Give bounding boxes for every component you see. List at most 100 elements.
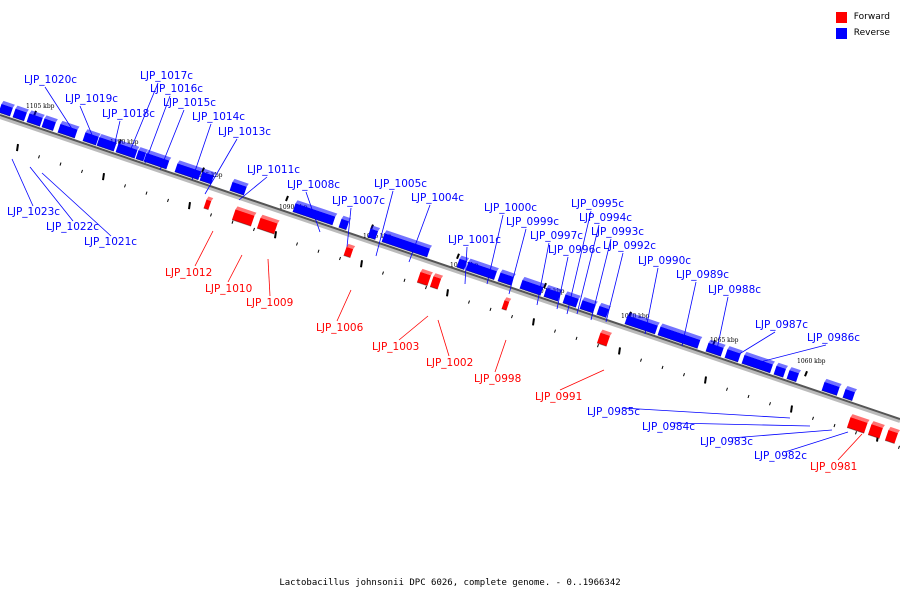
gene-feature[interactable]: [657, 323, 703, 349]
gene-label[interactable]: LJP_0990c: [638, 255, 691, 267]
gene-label[interactable]: LJP_0996c: [548, 244, 601, 256]
gene-feature[interactable]: [203, 196, 214, 211]
scale-tick-label: 1085 kbp: [363, 233, 392, 240]
gene-feature[interactable]: [0, 100, 15, 117]
gene-label[interactable]: LJP_0983c: [700, 436, 753, 448]
gene-feature[interactable]: [381, 230, 433, 258]
gene-label[interactable]: LJP_0985c: [587, 406, 640, 418]
gene-label[interactable]: LJP_0984c: [642, 421, 695, 433]
gene-label[interactable]: LJP_1006: [316, 322, 364, 334]
gene-label[interactable]: LJP_0982c: [754, 450, 807, 462]
gene-block-face: [82, 132, 99, 146]
gene-feature[interactable]: [338, 215, 352, 231]
gene-feature[interactable]: [231, 206, 257, 227]
genome-backbone-shadow: [0, 115, 900, 423]
gene-label[interactable]: LJP_1002: [426, 357, 473, 369]
gene-feature[interactable]: [519, 276, 546, 296]
gene-label[interactable]: LJP_1017c: [140, 70, 193, 82]
gene-label[interactable]: LJP_1014c: [192, 111, 245, 123]
gene-feature[interactable]: [115, 140, 140, 159]
gene-feature[interactable]: [41, 115, 58, 132]
gene-feature[interactable]: [229, 178, 249, 196]
gene-feature[interactable]: [596, 329, 612, 347]
gene-label[interactable]: LJP_1015c: [163, 97, 216, 109]
gene-label[interactable]: LJP_1021c: [84, 236, 137, 248]
gene-label[interactable]: LJP_1016c: [150, 83, 203, 95]
gene-label[interactable]: LJP_1020c: [24, 74, 77, 86]
gene-label[interactable]: LJP_0997c: [530, 230, 583, 242]
gene-feature[interactable]: [867, 421, 885, 439]
gene-feature[interactable]: [456, 255, 470, 271]
gene-block-face: [773, 365, 786, 378]
minor-tick: [898, 445, 900, 449]
gene-leader-line: [29, 166, 74, 222]
gene-feature[interactable]: [579, 297, 598, 314]
gene-block-face: [497, 272, 514, 286]
gene-feature[interactable]: [842, 386, 857, 402]
gene-feature[interactable]: [343, 243, 356, 259]
gene-label[interactable]: LJP_1010: [205, 283, 252, 295]
gene-label[interactable]: LJP_0992c: [603, 240, 656, 252]
gene-feature[interactable]: [199, 168, 216, 185]
gene-feature[interactable]: [724, 346, 743, 363]
gene-label[interactable]: LJP_0981: [810, 461, 857, 473]
gene-feature[interactable]: [741, 351, 775, 374]
gene-feature[interactable]: [705, 339, 726, 357]
gene-feature[interactable]: [143, 149, 172, 170]
gene-feature[interactable]: [367, 225, 381, 241]
gene-feature[interactable]: [135, 147, 149, 162]
gene-label[interactable]: LJP_0995c: [571, 198, 624, 210]
gene-label[interactable]: LJP_1004c: [411, 192, 464, 204]
gene-feature[interactable]: [786, 367, 801, 383]
gene-feature[interactable]: [884, 426, 900, 445]
gene-block-top: [260, 214, 280, 224]
gene-label[interactable]: LJP_1018c: [102, 108, 155, 120]
gene-feature[interactable]: [773, 362, 788, 378]
gene-feature[interactable]: [596, 302, 611, 319]
gene-label[interactable]: LJP_0994c: [579, 212, 632, 224]
gene-feature[interactable]: [497, 269, 516, 286]
gene-feature[interactable]: [57, 120, 80, 139]
gene-block-top: [565, 291, 581, 299]
gene-label[interactable]: LJP_0988c: [708, 284, 761, 296]
gene-label[interactable]: LJP_1011c: [247, 164, 300, 176]
gene-label[interactable]: LJP_0993c: [591, 226, 644, 238]
gene-feature[interactable]: [12, 105, 29, 122]
gene-feature[interactable]: [416, 268, 433, 287]
gene-label[interactable]: LJP_1009: [246, 297, 293, 309]
gene-feature[interactable]: [26, 110, 45, 127]
gene-label[interactable]: LJP_1022c: [46, 221, 99, 233]
gene-feature[interactable]: [174, 160, 204, 181]
gene-feature[interactable]: [465, 258, 499, 281]
gene-feature[interactable]: [429, 273, 444, 290]
gene-label[interactable]: LJP_1005c: [374, 178, 427, 190]
gene-feature[interactable]: [256, 214, 280, 235]
gene-label[interactable]: LJP_1003: [372, 341, 419, 353]
minor-tick: [683, 373, 685, 377]
gene-feature[interactable]: [624, 312, 660, 335]
gene-label[interactable]: LJP_0999c: [506, 216, 559, 228]
gene-label[interactable]: LJP_0989c: [676, 269, 729, 281]
gene-label[interactable]: LJP_1000c: [484, 202, 537, 214]
gene-label[interactable]: LJP_1001c: [448, 234, 501, 246]
gene-feature[interactable]: [292, 200, 338, 226]
gene-label[interactable]: LJP_0986c: [807, 332, 860, 344]
gene-feature[interactable]: [821, 378, 842, 397]
gene-label[interactable]: LJP_1023c: [7, 206, 60, 218]
minor-tick: [640, 358, 642, 362]
gene-label[interactable]: LJP_0998: [474, 373, 521, 385]
gene-label[interactable]: LJP_0987c: [755, 319, 808, 331]
gene-feature[interactable]: [82, 129, 101, 146]
gene-label[interactable]: LJP_0991: [535, 391, 582, 403]
gene-label[interactable]: LJP_1019c: [65, 93, 118, 105]
gene-label[interactable]: LJP_1008c: [287, 179, 340, 191]
gene-label[interactable]: LJP_1013c: [218, 126, 271, 138]
gene-label[interactable]: LJP_1007c: [332, 195, 385, 207]
gene-feature[interactable]: [96, 134, 119, 152]
gene-feature[interactable]: [501, 297, 512, 311]
gene-feature[interactable]: [562, 291, 581, 308]
gene-leader-line: [437, 319, 450, 357]
gene-label[interactable]: LJP_1012: [165, 267, 212, 279]
gene-feature[interactable]: [543, 285, 563, 302]
gene-feature[interactable]: [846, 414, 870, 434]
